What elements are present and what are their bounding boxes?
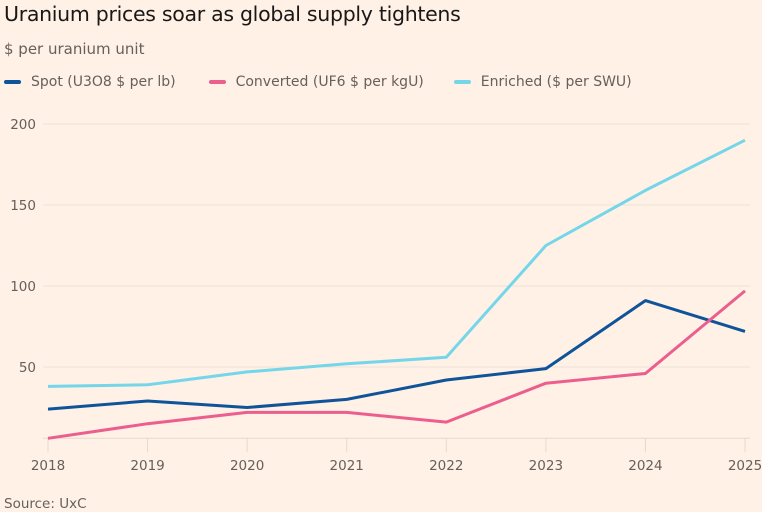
- legend-item-converted: Converted (UF6 $ per kgU): [208, 74, 424, 90]
- x-tick-label: 2021: [330, 458, 364, 474]
- series-lines: [47, 138, 746, 440]
- x-axis: 2018 2019 2020 2021 2022 2023 2024 2025: [31, 437, 762, 474]
- legend-label-converted: Converted (UF6 $ per kgU): [235, 74, 424, 90]
- x-tick-label: 2024: [628, 458, 662, 474]
- legend-label-spot: Spot (U3O8 $ per lb): [31, 74, 176, 90]
- x-tick-label: 2022: [429, 458, 463, 474]
- y-tick-label: 100: [10, 279, 36, 295]
- x-tick-label: 2020: [230, 458, 264, 474]
- y-tick-label: 150: [10, 198, 36, 214]
- x-tick-label: 2019: [130, 458, 164, 474]
- series-line-spot: [47, 299, 746, 411]
- gridlines: [43, 123, 750, 368]
- x-tick-label: 2023: [529, 458, 563, 474]
- legend-item-enriched: Enriched ($ per SWU): [453, 74, 632, 90]
- legend-label-enriched: Enriched ($ per SWU): [480, 74, 632, 90]
- legend-item-spot: Spot (U3O8 $ per lb): [4, 74, 176, 90]
- source-note: Source: UxC: [4, 496, 87, 512]
- y-tick-label: 200: [10, 117, 36, 133]
- legend-swatch-enriched: [453, 80, 471, 84]
- legend-swatch-spot: [4, 80, 21, 84]
- legend-swatch-converted: [208, 80, 226, 84]
- y-axis: 50 100 150 200: [10, 117, 36, 376]
- series-line-enriched: [47, 138, 746, 388]
- chart-legend: Spot (U3O8 $ per lb) Converted (UF6 $ pe…: [4, 74, 662, 90]
- series-line-converted: [47, 289, 746, 440]
- x-tick-label: 2025: [728, 458, 762, 474]
- y-tick-label: 50: [19, 360, 36, 376]
- chart-title: Uranium prices soar as global supply tig…: [4, 2, 461, 26]
- x-tick-label: 2018: [31, 458, 65, 474]
- chart-subtitle: $ per uranium unit: [4, 40, 145, 58]
